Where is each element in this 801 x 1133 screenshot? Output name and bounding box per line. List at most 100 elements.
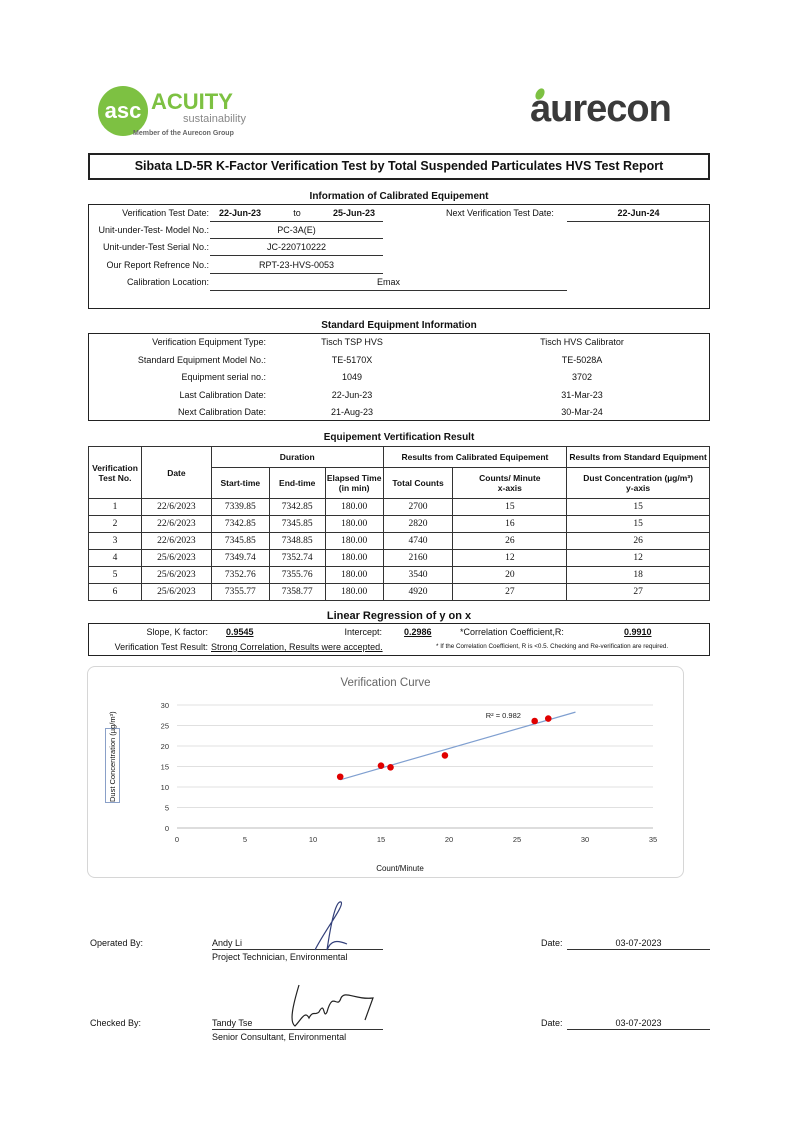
x-tick-label: 35	[649, 835, 657, 844]
table-cell: 27	[566, 583, 710, 601]
info-heading: Information of Calibrated Equipement	[309, 191, 489, 202]
table-row: 2 22/6/2023 7342.85 7345.85 180.00 2820 16 15	[88, 515, 710, 533]
location-value: Emax	[210, 277, 567, 291]
table-cell: 6	[88, 583, 142, 601]
std-calibrator-value: 3702	[571, 372, 593, 382]
result-value: Strong Correlation, Results were accepte…	[211, 642, 383, 652]
acuity-sub: sustainability	[183, 113, 246, 125]
standard-box	[88, 333, 710, 421]
chart-frame	[87, 666, 684, 878]
x-tick-label: 5	[243, 835, 247, 844]
regression-note: * If the Correlation Coefficient, R is <…	[436, 643, 669, 650]
data-point	[531, 717, 538, 725]
r-value: 0.9910	[624, 627, 652, 637]
serial-label: Unit-under-Test Serial No.:	[102, 242, 209, 252]
x-tick-label: 15	[377, 835, 385, 844]
y-tick-label: 15	[161, 763, 169, 772]
report-title: Sibata LD-5R K-Factor Verification Test …	[134, 159, 664, 173]
acuity-emblem-icon: asc	[98, 86, 148, 136]
table-cell: 7358.77	[268, 583, 326, 601]
acuity-tagline: Member of the Aurecon Group	[133, 130, 234, 137]
header-start: Start-time	[210, 467, 270, 499]
svg-text:asc: asc	[105, 98, 142, 123]
operator-title: Project Technician, Environmental	[212, 952, 348, 962]
header-dust: Dust Concentration (µg/m³) y-axis	[566, 467, 710, 499]
table-cell: 180.00	[324, 583, 384, 601]
acuity-name: ACUITY	[151, 89, 233, 114]
std-calibrator-value: 30-Mar-24	[561, 407, 603, 417]
data-point	[387, 764, 394, 771]
leaf-icon	[535, 88, 545, 100]
std-tsp-value: Tisch TSP HVS	[321, 337, 383, 347]
std-calibrator-value: TE-5028A	[561, 354, 603, 365]
acuity-logo: asc ACUITY sustainability Member of the …	[97, 85, 247, 140]
std-label: Next Calibration Date:	[177, 407, 266, 417]
results-table: Verification Test No. Date Duration Resu…	[88, 446, 710, 601]
std-label: Equipment serial no.:	[181, 372, 266, 382]
intercept-label: Intercept:	[344, 627, 382, 637]
regression-box	[88, 623, 710, 656]
data-point	[377, 762, 385, 769]
header-cpm: Counts/ Minute x-axis	[452, 467, 568, 499]
date-label-1: Date:	[541, 938, 563, 948]
operated-by-label: Operated By:	[90, 938, 144, 948]
results-heading: Equipement Vertification Result	[323, 432, 475, 443]
x-axis-label: Count/Minute	[376, 864, 424, 873]
std-tsp-value: TE-5170X	[331, 354, 373, 365]
std-calibrator-value: 31-Mar-23	[561, 389, 603, 400]
x-tick-label: 0	[175, 835, 179, 844]
standard-heading: Standard Equipment Information	[321, 320, 477, 331]
x-tick-label: 30	[581, 835, 589, 844]
std-calibrator-value: Tisch HVS Calibrator	[540, 337, 624, 347]
y-tick-label: 0	[165, 824, 169, 833]
date-label-2: Date:	[541, 1018, 563, 1028]
y-tick-label: 10	[161, 783, 169, 792]
y-tick-label: 30	[161, 701, 169, 710]
header-y-axis: y-axis	[626, 483, 651, 493]
date-value-1: 03-07-2023	[567, 938, 710, 950]
date-value-2: 03-07-2023	[567, 1018, 710, 1030]
table-cell: 25/6/2023	[140, 583, 212, 601]
r-squared-label: R² = 0.982	[486, 711, 521, 720]
std-tsp-value: 22-Jun-23	[331, 389, 373, 400]
to-label: to	[293, 208, 301, 218]
y-tick-label: 25	[161, 722, 169, 731]
operator-signature	[314, 901, 348, 951]
test-date-line	[210, 208, 383, 222]
header-dust-label: Dust Concentration (µg/m³)	[583, 473, 693, 483]
operator-name: Andy Li	[212, 938, 383, 950]
slope-value: 0.9545	[226, 627, 254, 637]
y-tick-label: 20	[161, 742, 169, 751]
y-axis-label-box: Dust Concentration (µg/m³)	[105, 711, 120, 803]
chart-title: Verification Curve	[340, 677, 431, 689]
checker-title: Senior Consultant, Environmental	[212, 1032, 347, 1042]
std-label: Standard Equipment Model No.:	[137, 354, 266, 365]
x-tick-label: 25	[513, 835, 521, 844]
std-label: Last Calibration Date:	[179, 389, 266, 400]
header-elapsed: Elapsed Time (in min)	[324, 467, 384, 499]
location-label: Calibration Location:	[126, 277, 209, 287]
regression-heading: Linear Regression of y on x	[326, 610, 472, 622]
next-verification-label: Next Verification Test Date:	[446, 208, 554, 218]
data-point	[336, 773, 344, 781]
result-label: Verification Test Result:	[114, 642, 208, 652]
std-label: Verification Equipment Type:	[152, 337, 266, 347]
aurecon-name: aurecon	[530, 88, 672, 130]
checked-by-label: Checked By:	[90, 1018, 142, 1028]
test-date-to: 25-Jun-23	[332, 208, 376, 218]
model-value: PC-3A(E)	[210, 225, 383, 239]
header-test-no: Verification Test No.	[88, 446, 142, 499]
std-tsp-value: 1049	[341, 372, 363, 382]
report-title-box: Sibata LD-5R K-Factor Verification Test …	[88, 153, 710, 180]
data-point	[544, 715, 552, 722]
table-row: 4 25/6/2023 7349.74 7352.74 180.00 2160 12 12	[88, 549, 710, 567]
slope-label: Slope, K factor:	[146, 627, 208, 637]
table-cell: 4	[88, 549, 142, 567]
info-box	[88, 204, 710, 309]
intercept-value: 0.2986	[404, 627, 432, 637]
header-date: Date	[140, 446, 212, 499]
y-tick-label: 5	[165, 804, 169, 813]
header-total: Total Counts	[382, 467, 454, 499]
